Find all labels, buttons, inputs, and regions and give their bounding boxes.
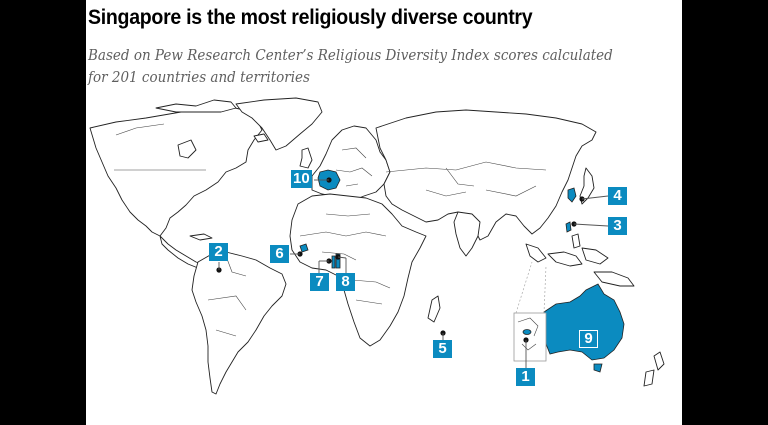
taiwan [565,221,572,233]
great-britain [299,147,313,169]
rank-label-8: 8 [336,273,355,291]
rank-label-9: 9 [579,330,598,348]
tasmania [593,363,603,373]
india [453,211,481,257]
north-america [89,105,263,237]
singapore [522,329,532,335]
chart-subtitle: Based on Pew Research Center’s Religious… [88,44,619,88]
new-zealand [653,351,665,371]
rank-label-2: 2 [209,243,228,261]
subtitle-line-2: for 201 countries and territories [88,68,310,86]
singapore-inset [513,312,547,362]
australia [541,283,625,361]
rank-label-10: 10 [291,170,312,188]
new-guinea [593,271,635,287]
subtitle-line-1: Based on Pew Research Center’s Religious… [88,46,613,64]
togo [331,255,336,269]
rank-label-5: 5 [433,340,452,358]
chart-canvas: Singapore is the most religiously divers… [86,0,682,425]
rank-label-1: 1 [516,368,535,386]
guinea-bissau-region [299,243,309,253]
world-map [89,97,665,395]
rank-label-3: 3 [608,217,627,235]
rank-label-4: 4 [608,187,627,205]
greenland [235,97,323,151]
chart-title: Singapore is the most religiously divers… [88,6,533,29]
rank-label-7: 7 [310,273,329,291]
central-america [159,235,203,269]
japan [579,167,595,205]
africa [289,193,427,347]
madagascar [427,295,441,323]
rank-label-6: 6 [270,245,289,263]
hudson-island [177,139,197,159]
asia [375,109,597,241]
south-america [191,251,287,395]
south-korea [567,187,577,203]
